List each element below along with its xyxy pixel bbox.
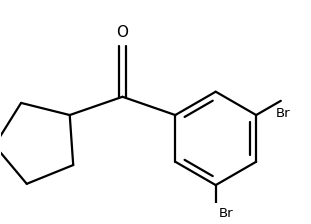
Text: Br: Br: [219, 207, 233, 220]
Text: Br: Br: [276, 107, 290, 120]
Text: O: O: [117, 25, 128, 40]
